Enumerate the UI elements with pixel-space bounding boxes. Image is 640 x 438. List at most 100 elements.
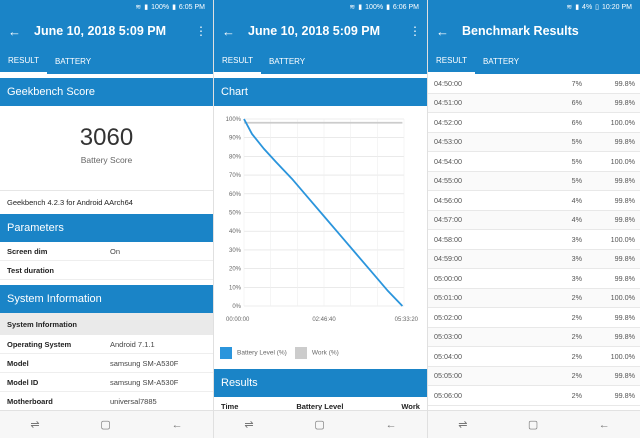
table-row: 05:01:00 2% 100.0%: [428, 288, 640, 308]
battery-score-value: 3060: [79, 124, 134, 151]
status-bar: ≋ ▮ 100% ▮ 6:06 PM: [214, 0, 427, 14]
back-arrow-icon[interactable]: ←: [8, 23, 21, 39]
table-row: 04:57:00 4% 99.8%: [428, 210, 640, 230]
battery-chart-svg: 100% 90% 80% 70% 60% 50% 40% 30% 20% 10% 0% 00:00:0…: [226, 117, 419, 323]
recent-apps-icon[interactable]: ⇌: [30, 419, 40, 431]
legend-work-label: Work (%): [311, 349, 339, 357]
battery-score-label: Battery Score: [80, 155, 133, 165]
table-row: 04:59:00 3% 99.8%: [428, 249, 640, 269]
clock: 6:06 PM: [392, 3, 419, 11]
clock: 6:05 PM: [178, 3, 205, 11]
row-time: 05:00:00: [434, 273, 462, 283]
battery-percent: 100%: [365, 3, 384, 11]
back-arrow-icon[interactable]: ←: [436, 23, 449, 39]
tab-battery[interactable]: BATTERY: [54, 56, 92, 66]
tab-bar: RESULT BATTERY: [214, 48, 427, 74]
sysinfo-row: Motherboard universal7885: [0, 392, 213, 411]
table-row: 05:04:00 2% 100.0%: [428, 347, 640, 367]
table-row: 04:55:00 5% 99.8%: [428, 171, 640, 191]
y-tick-label: 0%: [232, 304, 241, 310]
back-icon[interactable]: ←: [598, 418, 610, 431]
legend-battery-swatch: [220, 347, 232, 359]
legend-battery: Battery Level (%): [220, 347, 287, 359]
home-icon[interactable]: ▢: [314, 419, 325, 431]
row-time: 05:04:00: [434, 351, 462, 361]
sysinfo-row: Model ID samsung SM-A530F: [0, 373, 213, 392]
row-battery-level: 2%: [571, 332, 582, 342]
sysinfo-value: samsung SM-A530F: [110, 377, 179, 387]
row-time: 04:54:00: [434, 156, 462, 166]
parameters-header: Parameters: [0, 214, 213, 242]
page-title: Benchmark Results: [462, 24, 579, 38]
recent-apps-icon[interactable]: ⇌: [458, 419, 468, 431]
phone-screen-chart: ≋ ▮ 100% ▮ 6:06 PM ← June 10, 2018 5:09 …: [213, 0, 427, 438]
sysinfo-key: Model: [7, 358, 29, 368]
x-tick-label: 00:00:00: [226, 317, 250, 323]
row-battery-level: 3%: [571, 254, 582, 264]
sysinfo-key: Model ID: [7, 377, 39, 387]
tab-result[interactable]: RESULT: [214, 48, 261, 74]
row-time: 05:01:00: [434, 293, 462, 303]
geekbench-score-header: Geekbench Score: [0, 78, 213, 106]
recent-apps-icon[interactable]: ⇌: [244, 419, 254, 431]
back-icon[interactable]: ←: [171, 418, 183, 431]
back-icon[interactable]: ←: [385, 418, 397, 431]
system-nav-bar: ⇌ ▢ ←: [0, 410, 213, 438]
wifi-icon: ≋: [135, 4, 142, 11]
system-nav-bar: ⇌ ▢ ←: [214, 410, 427, 438]
system-information-subheader: System Information: [0, 313, 213, 335]
app-toolbar: ← June 10, 2018 5:09 PM ⋮: [0, 14, 213, 48]
battery-percent: 100%: [151, 3, 170, 11]
row-battery-level: 2%: [571, 312, 582, 322]
row-time: 04:59:00: [434, 254, 462, 264]
results-column-headers: Time Battery Level Work: [214, 397, 427, 415]
wifi-icon: ≋: [349, 4, 356, 11]
row-battery-level: 5%: [571, 176, 582, 186]
table-row: 04:54:00 5% 100.0%: [428, 152, 640, 172]
battery-icon: ▮: [386, 4, 390, 11]
col-battery-level: Battery Level: [296, 401, 344, 411]
battery-icon: ▮: [172, 4, 176, 11]
phone-screen-benchmark: ≋ ▮ 4% ▯ 10:20 PM ← Benchmark Results RE…: [427, 0, 640, 438]
table-row: 05:06:00 2% 99.8%: [428, 386, 640, 406]
row-time: 04:58:00: [434, 234, 462, 244]
row-work: 99.8%: [614, 98, 635, 108]
row-battery-level: 2%: [571, 371, 582, 381]
back-arrow-icon[interactable]: ←: [222, 23, 235, 39]
sysinfo-value: universal7885: [110, 396, 157, 406]
home-icon[interactable]: ▢: [527, 419, 539, 431]
row-work: 99.8%: [614, 371, 635, 381]
battery-level-line: [243, 118, 404, 307]
y-tick-label: 80%: [229, 154, 242, 160]
signal-icon: ▮: [358, 4, 363, 11]
row-battery-level: 5%: [571, 156, 582, 166]
x-tick-label: 02:46:40: [312, 317, 336, 323]
table-row: 05:00:00 3% 99.8%: [428, 269, 640, 289]
y-tick-label: 30%: [229, 248, 242, 254]
row-work: 99.8%: [614, 78, 635, 88]
table-row: 04:53:00 5% 99.8%: [428, 132, 640, 152]
tab-result[interactable]: RESULT: [428, 48, 475, 74]
param-key: Test duration: [7, 265, 54, 275]
score-box: 3060 Battery Score: [0, 106, 213, 190]
row-battery-level: 6%: [571, 98, 582, 108]
sysinfo-key: Motherboard: [7, 396, 53, 406]
row-work: 99.8%: [614, 312, 635, 322]
overflow-menu-icon[interactable]: ⋮: [409, 24, 421, 38]
sysinfo-value: samsung SM-A530F: [110, 358, 179, 368]
table-row: 04:56:00 4% 99.8%: [428, 191, 640, 211]
legend-work-swatch: [294, 347, 307, 359]
row-time: 04:50:00: [434, 78, 462, 88]
table-row: 05:02:00 2% 99.8%: [428, 308, 640, 328]
y-tick-label: 100%: [226, 117, 242, 123]
tab-result[interactable]: RESULT: [0, 48, 47, 74]
row-work: 99.8%: [614, 254, 635, 264]
sysinfo-value: Android 7.1.1: [110, 339, 155, 349]
home-icon[interactable]: ▢: [100, 419, 111, 431]
overflow-menu-icon[interactable]: ⋮: [195, 24, 207, 38]
row-work: 99.8%: [614, 332, 635, 342]
tab-battery[interactable]: BATTERY: [268, 56, 306, 66]
y-tick-label: 50%: [229, 211, 242, 217]
table-row: 05:05:00 2% 99.8%: [428, 366, 640, 386]
tab-battery[interactable]: BATTERY: [482, 56, 520, 66]
